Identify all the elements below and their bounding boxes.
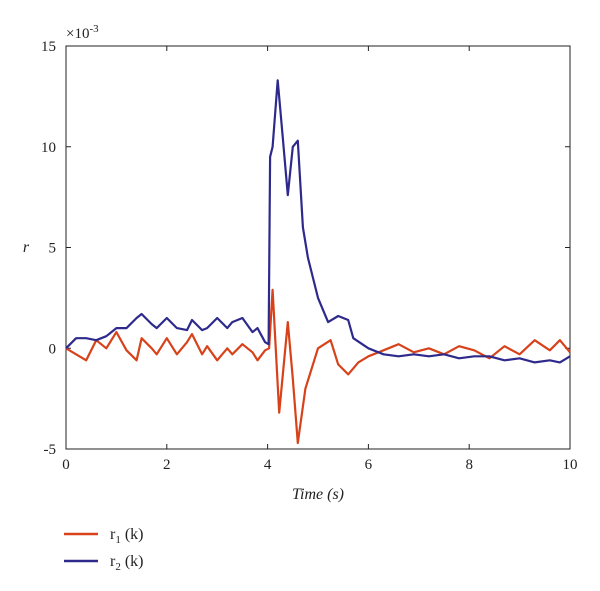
y-tick-label: 10 (41, 140, 56, 156)
series-layer (65, 79, 571, 445)
y-tick-label: 0 (49, 341, 57, 357)
legend-label-r1-suffix: (k) (121, 526, 144, 543)
x-tick-label: 10 (563, 457, 578, 473)
x-axis-label: Time (s) (292, 486, 344, 503)
legend-label-r2-subscript: 2 (115, 561, 121, 573)
x-tick-label: 0 (62, 457, 70, 473)
legend-label-r2-suffix: (k) (121, 553, 144, 570)
y-tick-label: 15 (41, 39, 56, 55)
y-tick-label: -5 (44, 442, 57, 458)
series-line-r2 (65, 79, 571, 364)
legend: r1 (k) r2 (k) (64, 526, 143, 573)
legend-label-r1-subscript: 1 (115, 534, 121, 546)
y-axis-label: r (23, 239, 30, 256)
x-tick-label: 4 (264, 457, 272, 473)
x-tick-label: 6 (365, 457, 373, 473)
y-axis-multiplier: ×10-3 (66, 23, 99, 42)
y-axis-multiplier-exponent: -3 (89, 23, 99, 35)
y-tick-label: 5 (49, 241, 57, 257)
axis-ticks: 0 2 4 6 8 10 -5 0 5 10 15 (41, 39, 578, 473)
series-line-r1 (65, 288, 571, 445)
x-tick-label: 2 (163, 457, 171, 473)
legend-label-r2: r2 (k) (110, 553, 143, 573)
x-tick-label: 8 (465, 457, 473, 473)
plot-frame (65, 45, 571, 450)
legend-label-r1: r1 (k) (110, 526, 143, 546)
